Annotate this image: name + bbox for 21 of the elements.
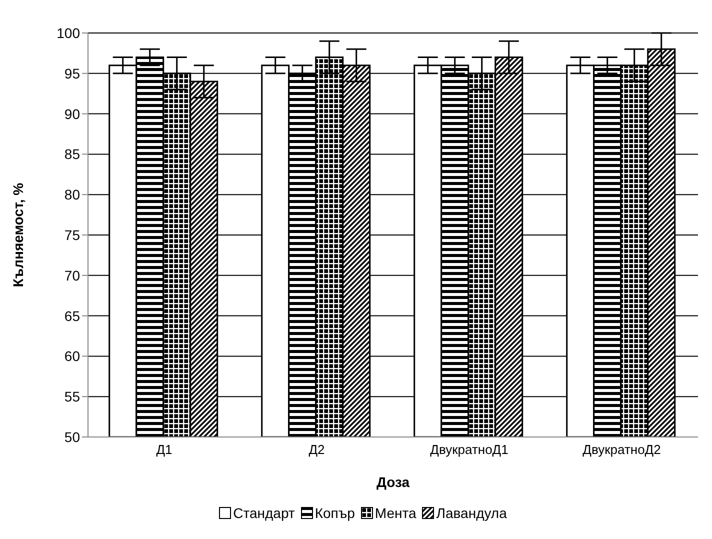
legend-label: Копър bbox=[314, 505, 355, 521]
x-axis-title: Доза bbox=[376, 474, 410, 490]
y-tick-label: 50 bbox=[64, 428, 80, 445]
y-tick-label: 55 bbox=[64, 388, 80, 405]
legend-label: Стандарт bbox=[233, 505, 295, 521]
y-tick-label: 65 bbox=[64, 308, 80, 324]
y-axis-title: Кълняемост, % bbox=[10, 182, 26, 288]
x-tick-label: Д2 bbox=[308, 442, 325, 458]
y-tick-label: 70 bbox=[64, 267, 80, 284]
y-tick-label: 90 bbox=[64, 106, 80, 122]
y-tick-label: 95 bbox=[64, 65, 80, 82]
x-tick-label: ДвукратноД1 bbox=[430, 442, 508, 458]
x-tick-label: ДвукратноД2 bbox=[582, 442, 661, 458]
y-tick-label: 85 bbox=[64, 146, 80, 162]
legend-label: Лавандула bbox=[436, 505, 507, 521]
y-tick-label: 60 bbox=[64, 348, 80, 364]
legend-label: Мента bbox=[374, 505, 416, 521]
y-tick-label: 80 bbox=[64, 186, 80, 203]
y-tick-label: 100 bbox=[56, 24, 80, 41]
x-tick-label: Д1 bbox=[156, 442, 172, 458]
y-tick-label: 75 bbox=[64, 226, 80, 243]
